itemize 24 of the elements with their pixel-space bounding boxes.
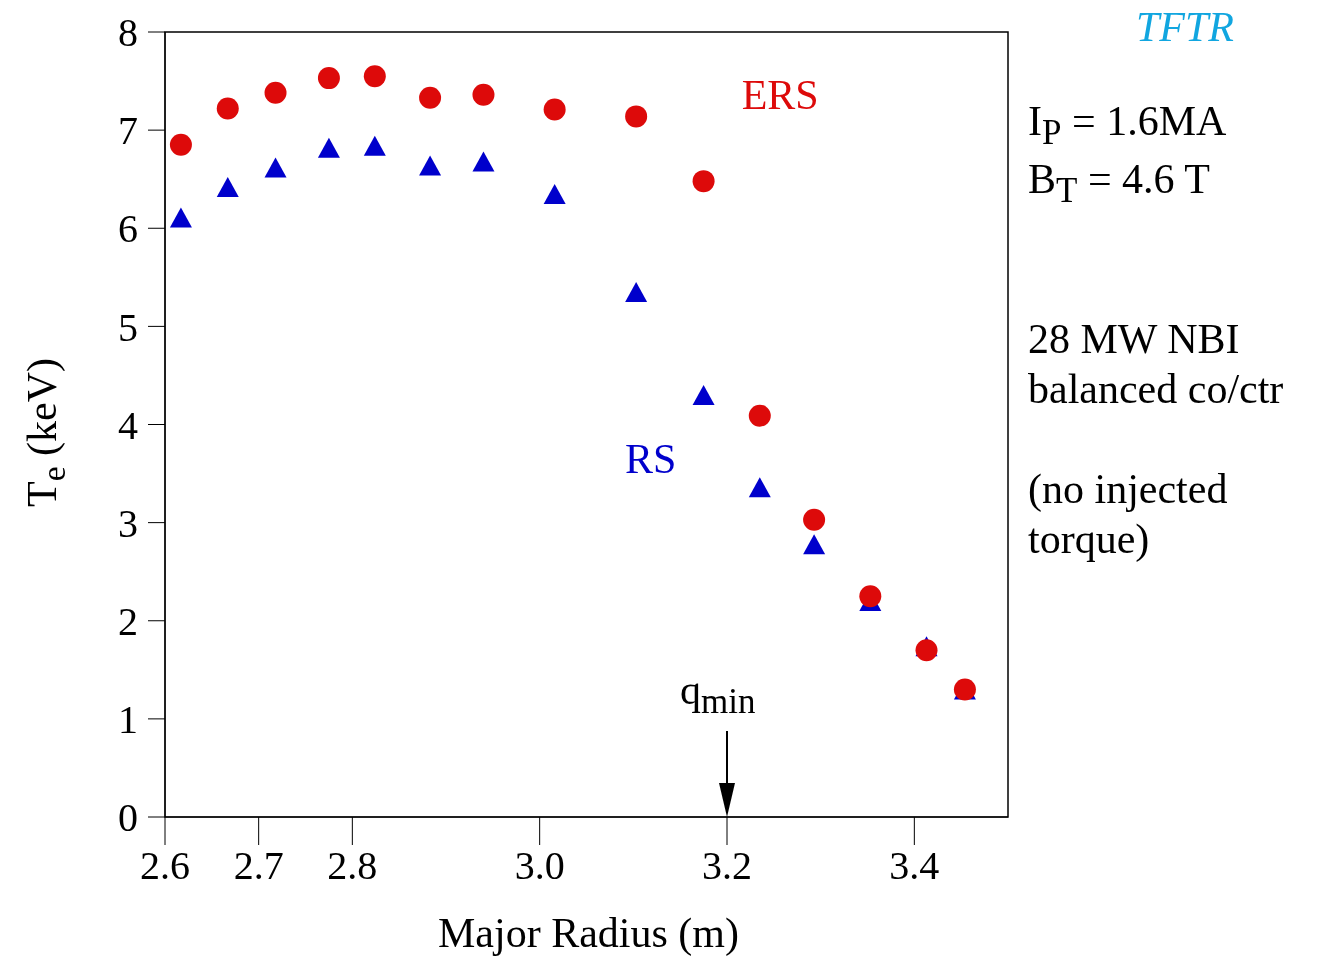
series-label: RS — [625, 435, 677, 482]
text: (no injected torque) — [1028, 465, 1229, 564]
y-tick-label: 5 — [118, 304, 138, 350]
y-tick-label: 6 — [118, 206, 138, 252]
series-label: ERS — [741, 72, 819, 119]
x-tick-label: 3.2 — [702, 843, 752, 889]
text: 28 MW NBI balanced co/ctr — [1028, 315, 1285, 414]
x-tick-label: 2.6 — [140, 843, 190, 889]
x-tick-label: 2.8 — [327, 843, 378, 889]
y-tick-label: 0 — [118, 795, 138, 841]
x-axis-title: Major Radius (m) — [438, 910, 739, 957]
text: TFTR — [1136, 3, 1236, 52]
y-tick-label: 2 — [118, 598, 138, 644]
y-tick-label: 1 — [118, 697, 138, 743]
y-tick-label: 8 — [118, 10, 138, 56]
y-tick-label: 7 — [118, 108, 138, 154]
annotation: q$_{min}$ — [680, 666, 756, 724]
y-tick-label: 3 — [118, 500, 138, 546]
text: I$_{P}$ = 1.6MA — [1028, 98, 1227, 153]
x-tick-label: 2.7 — [233, 843, 284, 889]
x-tick-label: 3.0 — [514, 843, 565, 889]
y-tick-label: 4 — [118, 402, 138, 448]
x-tick-label: 3.4 — [889, 843, 940, 889]
text: B$_{T}$ = 4.6 T — [1028, 155, 1211, 213]
